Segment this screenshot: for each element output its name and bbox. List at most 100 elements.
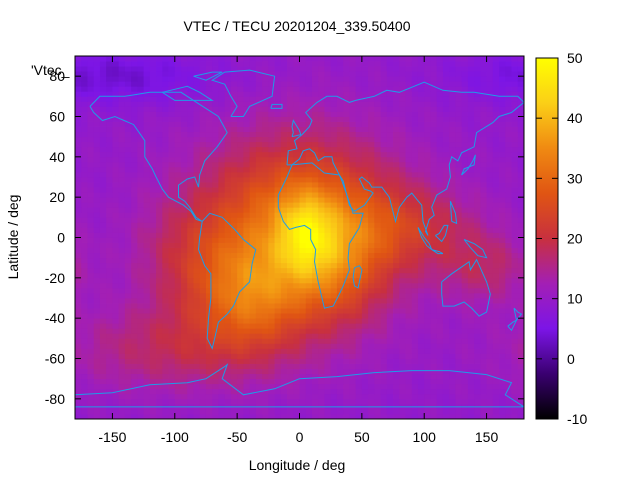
heatmap-cell (268, 177, 275, 183)
heatmap-cell (486, 166, 494, 173)
heatmap-cell (293, 272, 300, 279)
heatmap-cell (287, 277, 294, 284)
heatmap-cell (467, 76, 475, 82)
heatmap-cell (411, 207, 419, 213)
heatmap-cell (411, 272, 419, 279)
heatmap-cell (124, 101, 132, 107)
heatmap-cell (430, 237, 438, 243)
heatmap-cell (492, 71, 500, 77)
heatmap-cell (93, 262, 101, 269)
heatmap-cell (93, 237, 101, 243)
heatmap-cell (224, 292, 232, 299)
heatmap-cell (212, 257, 219, 264)
heatmap-cell (149, 141, 157, 148)
heatmap-cell (499, 177, 506, 183)
heatmap-cell (106, 126, 113, 133)
heatmap-cell (293, 131, 300, 138)
heatmap-cell (156, 358, 163, 364)
heatmap-cell (424, 71, 431, 77)
heatmap-cell (280, 267, 288, 274)
heatmap-cell (517, 171, 524, 178)
heatmap-cell (430, 363, 438, 369)
heatmap-cell (349, 287, 357, 294)
heatmap-cell (511, 212, 519, 218)
heatmap-cell (87, 131, 95, 138)
heatmap-cell (287, 333, 294, 339)
heatmap-cell (87, 328, 95, 334)
heatmap-cell (399, 116, 406, 122)
heatmap-cell (268, 368, 275, 375)
heatmap-cell (268, 388, 275, 395)
heatmap-cell (287, 81, 294, 87)
heatmap-cell (212, 368, 219, 375)
heatmap-cell (411, 232, 419, 238)
heatmap-cell (237, 202, 244, 208)
heatmap-cell (318, 146, 325, 153)
heatmap-cell (237, 111, 244, 117)
heatmap-cell (467, 207, 475, 213)
heatmap-cell (287, 358, 294, 364)
heatmap-cell (299, 171, 307, 178)
heatmap-cell (174, 222, 182, 228)
heatmap-cell (81, 257, 88, 264)
heatmap-cell (218, 156, 226, 163)
heatmap-cell (324, 192, 332, 198)
heatmap-cell (181, 323, 188, 329)
heatmap-cell (99, 197, 107, 203)
heatmap-cell (87, 192, 95, 198)
heatmap-cell (249, 81, 257, 87)
heatmap-cell (118, 353, 126, 359)
heatmap-cell (112, 348, 120, 354)
heatmap-cell (343, 71, 350, 77)
heatmap-cell (299, 71, 307, 77)
heatmap-cell (368, 282, 375, 289)
heatmap-cell (355, 363, 363, 369)
heatmap-cell (162, 373, 169, 380)
heatmap-cell (492, 383, 500, 390)
heatmap-cell (492, 146, 500, 153)
heatmap-cell (181, 353, 188, 359)
heatmap-cell (455, 277, 463, 284)
heatmap-cell (143, 116, 151, 122)
heatmap-cell (168, 91, 176, 97)
heatmap-cell (492, 328, 500, 334)
heatmap-cell (380, 156, 388, 163)
heatmap-cell (81, 187, 88, 193)
heatmap-cell (168, 343, 176, 349)
heatmap-cell (149, 66, 157, 72)
heatmap-cell (318, 378, 325, 385)
heatmap-cell (143, 202, 151, 208)
heatmap-cell (305, 348, 313, 354)
heatmap-cell (393, 146, 400, 153)
heatmap-cell (149, 393, 157, 400)
heatmap-cell (505, 353, 512, 359)
heatmap-cell (324, 247, 332, 254)
heatmap-cell (181, 313, 188, 319)
heatmap-cell (361, 81, 369, 87)
heatmap-cell (212, 348, 219, 354)
heatmap-cell (461, 353, 469, 359)
heatmap-cell (262, 202, 269, 208)
heatmap-cell (99, 101, 107, 107)
heatmap-cell (268, 282, 275, 289)
heatmap-cell (505, 111, 512, 117)
heatmap-cell (137, 267, 144, 274)
heatmap-cell (299, 237, 307, 243)
heatmap-cell (355, 333, 363, 339)
heatmap-cell (511, 282, 519, 289)
heatmap-cell (442, 348, 450, 354)
heatmap-cell (230, 187, 238, 193)
heatmap-cell (411, 81, 419, 87)
heatmap-cell (430, 171, 438, 178)
heatmap-cell (262, 298, 269, 304)
heatmap-cell (355, 86, 363, 92)
heatmap-cell (442, 232, 450, 238)
heatmap-cell (399, 333, 406, 339)
heatmap-cell (511, 333, 519, 339)
heatmap-cell (492, 91, 500, 97)
heatmap-cell (368, 106, 375, 112)
vtec-heatmap (75, 56, 524, 419)
heatmap-cell (424, 338, 431, 344)
heatmap-cell (511, 408, 519, 415)
heatmap-cell (118, 111, 126, 117)
